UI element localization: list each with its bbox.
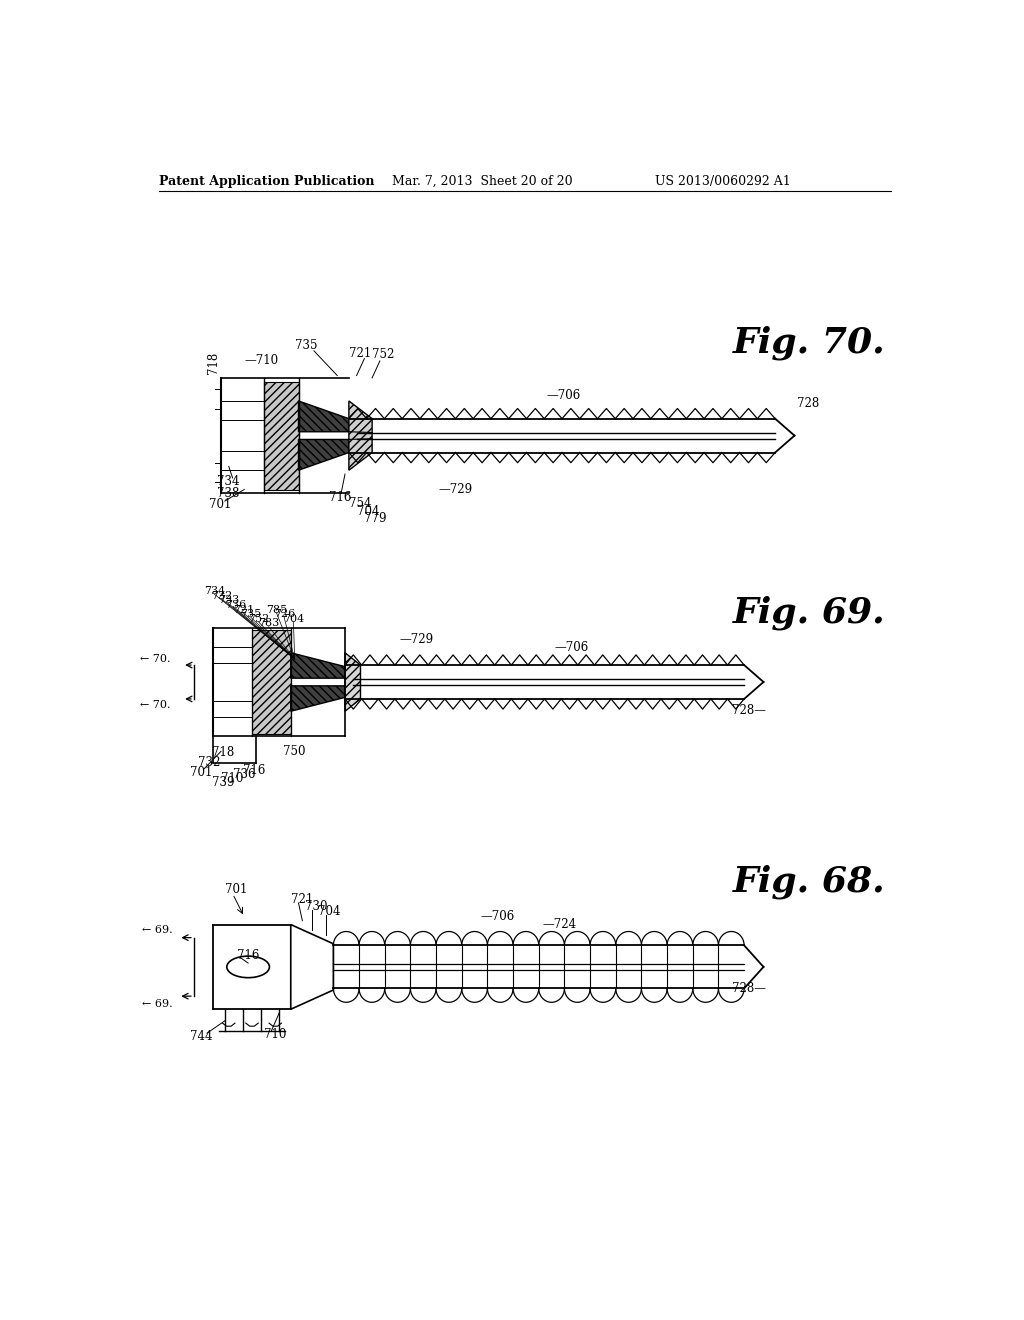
Text: —706: —706: [554, 640, 589, 653]
Text: Patent Application Publication: Patent Application Publication: [159, 176, 375, 187]
Text: —706: —706: [480, 911, 515, 924]
Text: 736: 736: [225, 601, 246, 610]
Text: US 2013/0060292 A1: US 2013/0060292 A1: [655, 176, 791, 187]
Polygon shape: [291, 924, 334, 1010]
Text: —710: —710: [245, 354, 279, 367]
Text: —724: —724: [543, 917, 577, 931]
Text: 744: 744: [190, 1030, 213, 1043]
Text: —706: —706: [547, 389, 581, 403]
Text: 710: 710: [221, 772, 244, 785]
Text: 701: 701: [190, 767, 212, 779]
Text: 721: 721: [291, 892, 313, 906]
Polygon shape: [263, 381, 299, 490]
Text: 754: 754: [349, 496, 372, 510]
Text: ← 70.: ← 70.: [140, 700, 171, 710]
Text: 734: 734: [217, 475, 240, 488]
Text: 728: 728: [797, 397, 819, 409]
Text: 701: 701: [209, 499, 231, 511]
Text: —729: —729: [399, 634, 433, 647]
Text: 752: 752: [248, 614, 269, 624]
Text: Fig. 69.: Fig. 69.: [732, 595, 886, 630]
Text: 718: 718: [212, 746, 233, 759]
Text: 728—: 728—: [732, 704, 766, 717]
Text: 752: 752: [372, 348, 394, 362]
Text: ← 69.: ← 69.: [141, 999, 172, 1008]
Polygon shape: [291, 686, 345, 711]
Polygon shape: [299, 440, 349, 470]
Ellipse shape: [226, 956, 269, 978]
Text: 716: 716: [330, 491, 352, 504]
Text: 704: 704: [317, 906, 340, 917]
Text: 730: 730: [305, 899, 328, 912]
Text: 704: 704: [283, 614, 304, 624]
Text: 783: 783: [258, 619, 280, 628]
Text: Fig. 70.: Fig. 70.: [732, 326, 886, 360]
Text: 721: 721: [232, 605, 254, 615]
Text: 701: 701: [225, 883, 247, 896]
Text: 716: 716: [237, 949, 259, 962]
Text: Fig. 68.: Fig. 68.: [732, 865, 886, 899]
Text: 735: 735: [295, 339, 317, 352]
Text: 728—: 728—: [732, 982, 766, 995]
Polygon shape: [349, 401, 372, 470]
Polygon shape: [291, 653, 345, 678]
Text: ← 70.: ← 70.: [140, 653, 171, 664]
Text: Mar. 7, 2013  Sheet 20 of 20: Mar. 7, 2013 Sheet 20 of 20: [391, 176, 572, 187]
Text: 732: 732: [198, 756, 220, 770]
Text: —729: —729: [438, 483, 472, 496]
Text: 721: 721: [349, 347, 371, 360]
Text: 738: 738: [217, 487, 240, 500]
Text: 779: 779: [365, 512, 387, 525]
Text: 750: 750: [283, 744, 305, 758]
Text: 704: 704: [356, 504, 379, 517]
Text: 733: 733: [218, 595, 240, 606]
Text: ← 69.: ← 69.: [141, 925, 172, 935]
Text: 785: 785: [266, 605, 287, 615]
Text: 735: 735: [241, 610, 261, 619]
Text: 710: 710: [263, 1028, 286, 1041]
Text: 732: 732: [211, 591, 232, 601]
Text: 734: 734: [204, 586, 225, 597]
Polygon shape: [345, 653, 360, 711]
Text: 716: 716: [243, 764, 265, 777]
Text: 726: 726: [273, 610, 295, 619]
Text: 736: 736: [232, 768, 255, 781]
Text: 739: 739: [212, 776, 234, 788]
Bar: [252, 631, 291, 734]
Text: 718: 718: [207, 351, 220, 374]
Polygon shape: [299, 401, 349, 432]
